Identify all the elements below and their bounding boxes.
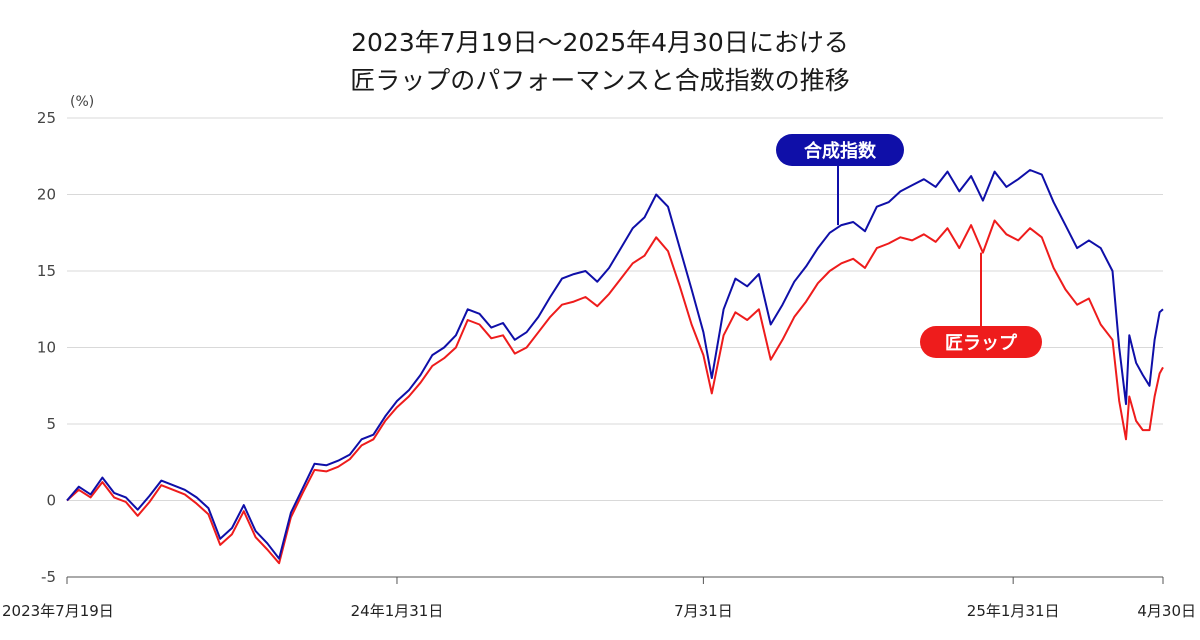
chart-title: 2023年7月19日～2025年4月30日における 匠ラップのパフォーマンスと合… [0, 24, 1200, 100]
annotation-label: 匠ラップ [945, 332, 1018, 354]
annotation-label: 合成指数 [804, 140, 877, 162]
x-tick-label: 4月30日 [1137, 602, 1196, 620]
y-axis-ticks: 25 20 15 10 5 0 -5 [37, 109, 56, 586]
x-tick-label: 24年1月31日 [351, 602, 444, 620]
y-tick-label: 5 [46, 415, 56, 433]
y-tick-label: 10 [37, 339, 56, 357]
y-tick-label: 25 [37, 109, 56, 127]
chart-title-line-2: 匠ラップのパフォーマンスと合成指数の推移 [350, 66, 850, 95]
series-lines [66, 169, 1164, 565]
y-tick-label: 0 [46, 492, 56, 510]
series-line [66, 219, 1164, 565]
x-tick-label: 2023年7月19日 [2, 602, 114, 620]
x-tick-label: 7月31日 [674, 602, 733, 620]
series-line [66, 169, 1164, 560]
x-tick-label: 25年1月31日 [967, 602, 1060, 620]
annotation-badge [776, 134, 904, 166]
y-tick-label: 20 [37, 186, 56, 204]
annotation-badge [920, 326, 1042, 358]
chart-title-line-1: 2023年7月19日～2025年4月30日における [351, 28, 849, 57]
y-tick-label: 15 [37, 262, 56, 280]
y-tick-label: -5 [41, 568, 56, 586]
y-axis-unit-label: (%) [70, 94, 94, 110]
x-axis: 2023年7月19日 24年1月31日 7月31日 25年1月31日 4月30日 [2, 576, 1196, 620]
